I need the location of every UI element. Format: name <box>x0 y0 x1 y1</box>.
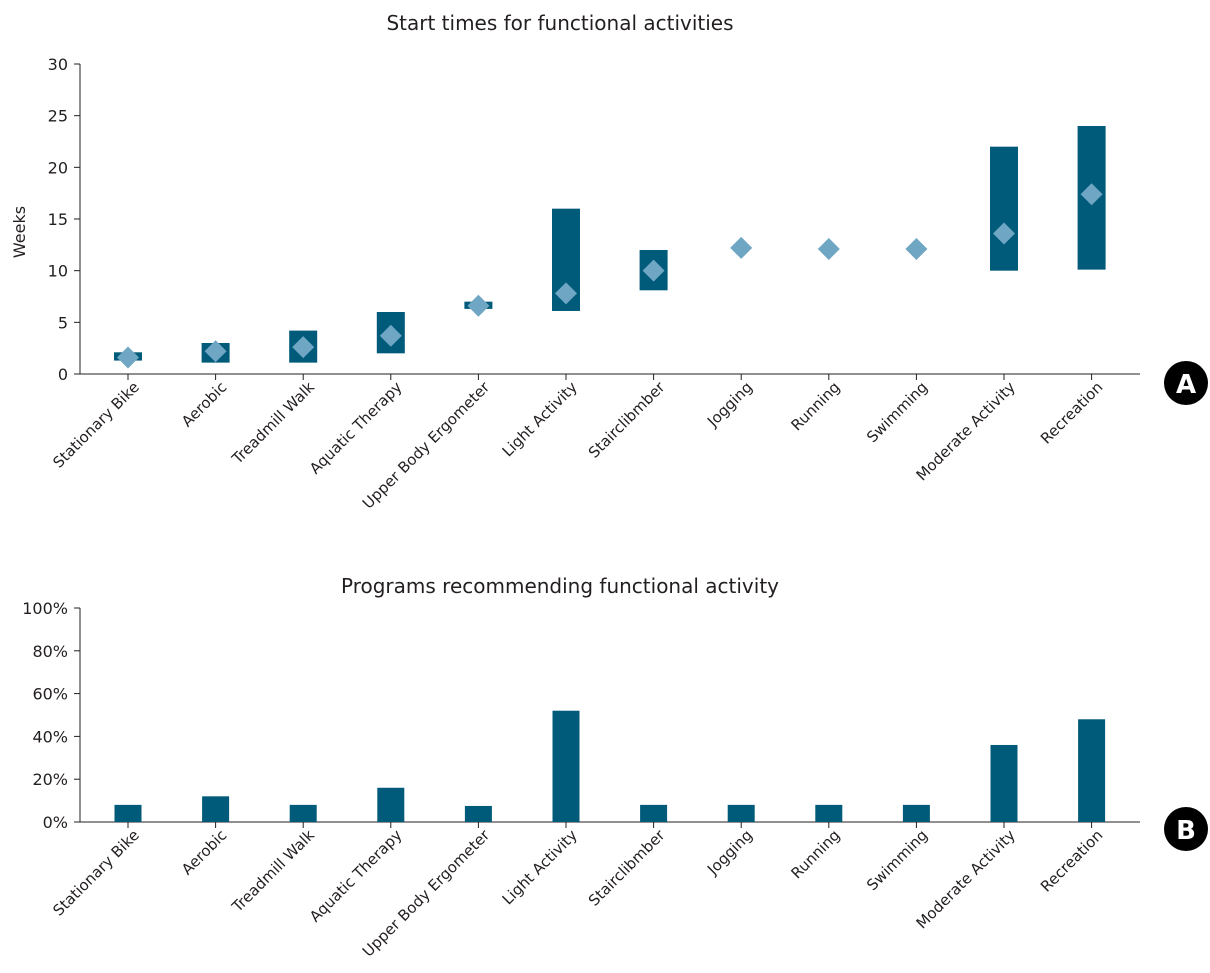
diamond-marker <box>379 324 402 347</box>
chart-a-y-tick-label: 15 <box>48 210 68 229</box>
panel-b-badge-label: B <box>1176 816 1196 846</box>
range-bar <box>990 146 1018 271</box>
diamond-marker <box>117 346 139 369</box>
diamond-marker <box>905 237 928 260</box>
diamond-marker <box>204 340 227 363</box>
chart-a-y-axis-label: Weeks <box>10 206 29 258</box>
chart-b-y-axis: 0% 20% 40% 60% 80% 100% <box>22 599 81 832</box>
panel-a-badge-label: A <box>1176 370 1196 400</box>
bar <box>815 804 843 822</box>
bar <box>1078 719 1106 822</box>
chart-a-title: Start times for functional activities <box>386 11 733 35</box>
chart-b-y-tick-label: 60% <box>32 685 68 704</box>
diamond-marker <box>817 237 840 260</box>
bar <box>640 804 668 822</box>
panel-a-badge-circle <box>1164 361 1208 405</box>
panel-a-start-times-chart: Start times for functional activities We… <box>10 11 1208 512</box>
chart-b-x-tick-label: Swimming <box>863 826 931 894</box>
chart-a-x-tick-label: Moderate Activity <box>913 378 1019 484</box>
chart-a-y-tick-label: 20 <box>48 158 68 177</box>
chart-b-x-tick-label: Aerobic <box>178 826 230 878</box>
chart-b-x-tick-label: Light Activity <box>499 826 581 908</box>
bar <box>902 804 930 822</box>
chart-b-x-tick-label: Jogging <box>703 826 756 879</box>
bar <box>552 710 580 822</box>
chart-a-marks <box>114 126 1106 369</box>
panel-b-badge: B <box>1164 807 1208 851</box>
chart-a-y-tick-label: 30 <box>48 55 68 74</box>
diamond-marker <box>730 236 753 259</box>
bar <box>377 787 405 822</box>
diamond-marker <box>467 294 490 317</box>
chart-b-marks <box>114 710 1106 822</box>
chart-b-x-tick-label: Running <box>787 826 843 882</box>
chart-a-y-tick-label: 5 <box>58 313 68 332</box>
diamond-marker <box>993 222 1015 245</box>
chart-b-x-tick-label: Stairclibmber <box>585 826 669 910</box>
chart-b-x-tick-label: Moderate Activity <box>913 826 1019 932</box>
chart-a-x-tick-label: Jogging <box>703 378 756 431</box>
chart-a-x-tick-label: Running <box>787 378 843 434</box>
bar <box>727 804 755 822</box>
chart-a-y-axis: 0 5 10 15 20 25 30 <box>48 55 81 384</box>
chart-b-y-tick-label: 20% <box>32 770 68 789</box>
chart-a-y-tick-label: 25 <box>48 107 68 126</box>
chart-a-x-tick-label: Treadmill Walk <box>228 378 318 468</box>
diamond-marker <box>1080 183 1103 206</box>
chart-b-x-tick-label: Recreation <box>1037 826 1106 895</box>
chart-b-x-tick-label: Aquatic Therapy <box>306 826 406 926</box>
chart-a-y-tick-label: 0 <box>58 365 68 384</box>
chart-b-y-tick-label: 100% <box>22 599 68 618</box>
chart-a-x-tick-label: Aerobic <box>178 378 230 430</box>
chart-b-y-tick-label: 0% <box>43 813 68 832</box>
chart-b-y-tick-label: 40% <box>32 727 68 746</box>
chart-a-x-tick-label: Light Activity <box>499 378 581 460</box>
diamond-marker <box>642 259 665 282</box>
bar <box>990 744 1018 822</box>
chart-a-x-tick-label: Swimming <box>863 378 931 446</box>
bar <box>464 805 492 822</box>
panel-a-badge: A <box>1164 361 1208 405</box>
chart-a-x-tick-label: Stairclibmber <box>585 378 669 462</box>
panel-b-badge-circle <box>1164 807 1208 851</box>
diamond-marker <box>555 282 577 305</box>
chart-a-x-tick-label: Stationary Bike <box>49 378 142 471</box>
chart-a-y-tick-label: 10 <box>48 262 68 281</box>
chart-b-x-tick-label: Stationary Bike <box>49 826 142 919</box>
panel-b-programs-chart: Programs recommending functional activit… <box>22 574 1208 960</box>
diamond-marker <box>292 336 315 359</box>
chart-b-x-tick-label: Treadmill Walk <box>228 826 318 916</box>
chart-b-y-tick-label: 80% <box>32 642 68 661</box>
bar <box>114 804 142 822</box>
bar <box>289 804 317 822</box>
chart-a-x-tick-label: Aquatic Therapy <box>306 378 406 478</box>
chart-a-x-tick-label: Recreation <box>1037 378 1106 447</box>
chart-b-title: Programs recommending functional activit… <box>341 574 779 598</box>
bar <box>202 796 230 822</box>
